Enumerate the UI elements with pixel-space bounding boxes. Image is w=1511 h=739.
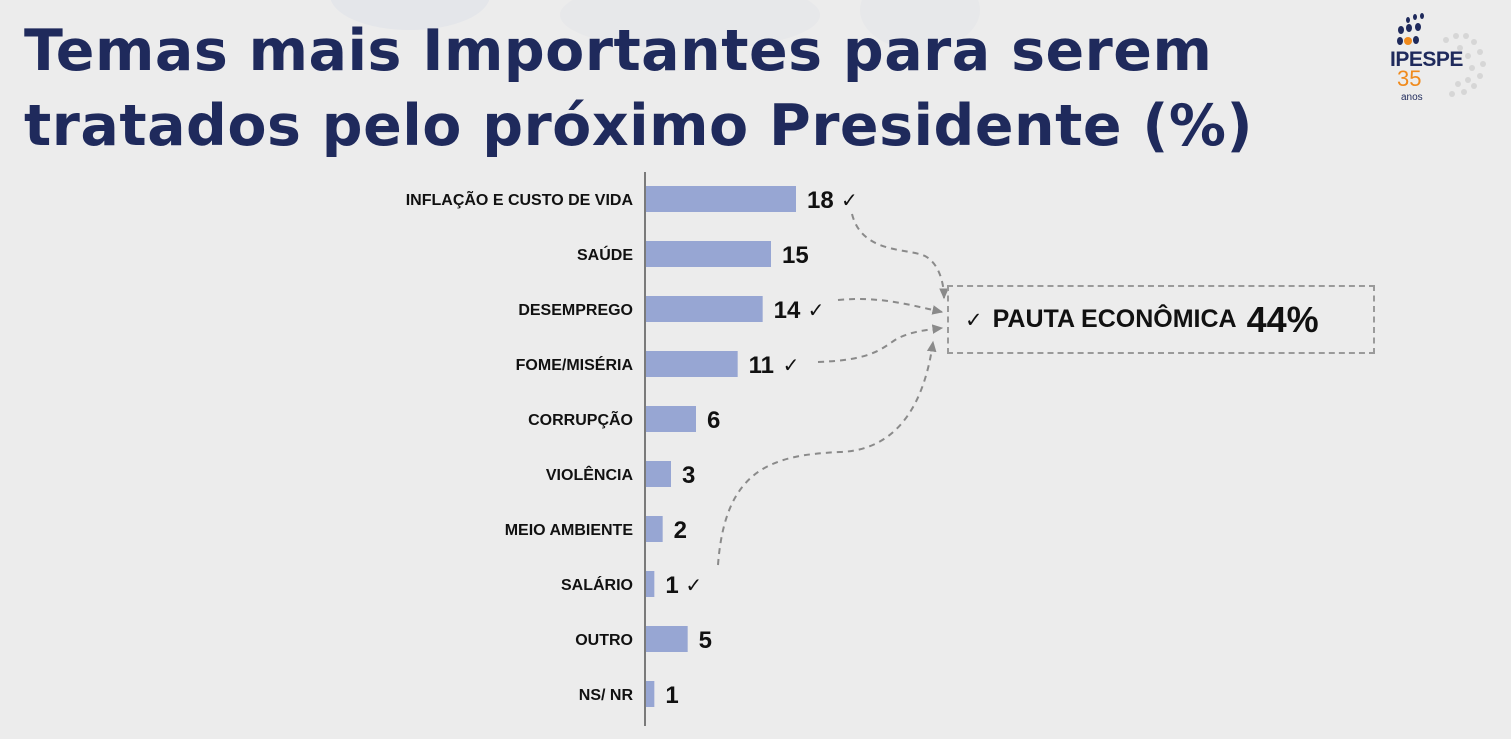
connector-desemprego: [837, 298, 944, 315]
bar: [646, 406, 696, 432]
callout-label: PAUTA ECONÔMICA: [992, 305, 1237, 333]
check-icon: ✓: [841, 188, 858, 212]
value-label: 18: [807, 187, 834, 214]
page-title-line-1: Temas mais Importantes para serem: [24, 18, 1213, 84]
economic-agenda-callout: ✓ PAUTA ECONÔMICA 44%: [947, 285, 1375, 354]
category-label: CORRUPÇÃO: [528, 409, 633, 429]
category-label: OUTRO: [575, 632, 633, 649]
bar: [646, 241, 771, 267]
value-label: 2: [674, 517, 687, 544]
logo-brand: IPESPE: [1390, 48, 1463, 71]
page-title: Temas mais Importantes para serem tratad…: [24, 14, 1324, 164]
check-icon: ✓: [808, 298, 825, 322]
bar: [646, 351, 738, 377]
check-icon: ✓: [783, 353, 800, 377]
connector-inflacao: [851, 213, 949, 300]
category-label: FOME/MISÉRIA: [516, 355, 634, 374]
page-title-line-2: tratados pelo próximo Presidente (%): [24, 93, 1254, 159]
connector-arrows: [717, 213, 949, 566]
value-label: 1: [665, 572, 678, 599]
value-label: 5: [699, 627, 712, 654]
connector-fome: [817, 324, 944, 363]
bar: [646, 461, 671, 487]
category-label: SAÚDE: [577, 245, 633, 264]
category-label: VIOLÊNCIA: [546, 465, 634, 484]
callout-value: 44%: [1246, 298, 1319, 340]
ipespe-logo: IPESPE 35 anos: [1388, 10, 1498, 110]
value-label: 1: [665, 682, 678, 709]
logo-globe-icon: [1397, 13, 1486, 97]
category-label: MEIO AMBIENTE: [505, 522, 634, 539]
bar: [646, 516, 663, 542]
bar: [646, 571, 655, 597]
logo-years-label: anos: [1401, 92, 1423, 103]
bar: [646, 626, 688, 652]
value-label: 11: [749, 352, 774, 379]
category-label: INFLAÇÃO E CUSTO DE VIDA: [406, 189, 634, 209]
check-icon: ✓: [685, 573, 702, 597]
category-label: SALÁRIO: [561, 575, 633, 594]
category-label: DESEMPREGO: [518, 302, 633, 319]
logo-years: 35: [1397, 66, 1422, 91]
bar: [646, 681, 655, 707]
value-label: 14: [774, 297, 801, 324]
bar: [646, 296, 763, 322]
category-label: NS/ NR: [579, 687, 634, 704]
check-icon: ✓: [965, 307, 983, 332]
connector-salario: [717, 340, 937, 566]
value-label: 15: [782, 242, 809, 269]
value-label: 6: [707, 407, 720, 434]
bar: [646, 186, 796, 212]
value-label: 3: [682, 462, 695, 489]
